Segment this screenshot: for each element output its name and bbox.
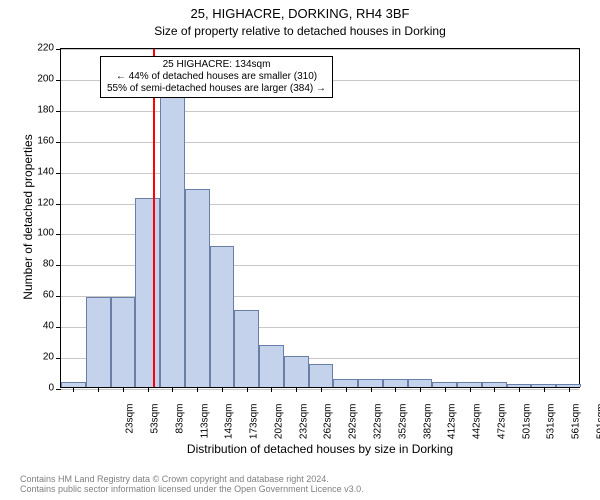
chart-container: 25, HIGHACRE, DORKING, RH4 3BF Size of p…: [0, 0, 600, 500]
y-tick-label: 160: [0, 135, 54, 146]
x-tick-mark: [123, 387, 124, 392]
histogram-bar: [210, 246, 235, 387]
plot-area: [60, 48, 580, 388]
x-tick-label: 591sqm: [595, 404, 600, 464]
y-tick-label: 20: [0, 352, 54, 363]
grid-line: [61, 173, 579, 174]
grid-line: [61, 142, 579, 143]
x-tick-mark: [321, 387, 322, 392]
x-tick-label: 561sqm: [571, 404, 582, 464]
x-tick-mark: [544, 387, 545, 392]
x-tick-mark: [197, 387, 198, 392]
y-tick-mark: [56, 49, 61, 50]
x-tick-label: 173sqm: [249, 404, 260, 464]
y-tick-label: 140: [0, 166, 54, 177]
x-tick-label: 113sqm: [199, 404, 210, 464]
y-tick-label: 80: [0, 259, 54, 270]
x-tick-label: 53sqm: [150, 404, 161, 464]
x-tick-label: 262sqm: [323, 404, 334, 464]
grid-line: [61, 389, 579, 390]
histogram-bar: [284, 356, 309, 387]
x-tick-mark: [445, 387, 446, 392]
x-tick-mark: [494, 387, 495, 392]
chart-title: 25, HIGHACRE, DORKING, RH4 3BF: [0, 6, 600, 21]
y-tick-mark: [56, 389, 61, 390]
annotation-line: ← 44% of detached houses are smaller (31…: [107, 71, 326, 83]
x-tick-mark: [172, 387, 173, 392]
y-tick-mark: [56, 265, 61, 266]
footer-line-2: Contains public sector information licen…: [20, 484, 364, 494]
x-tick-mark: [420, 387, 421, 392]
x-tick-mark: [98, 387, 99, 392]
x-tick-label: 412sqm: [447, 404, 458, 464]
y-tick-mark: [56, 358, 61, 359]
x-tick-mark: [346, 387, 347, 392]
footer-line-1: Contains HM Land Registry data © Crown c…: [20, 474, 364, 484]
histogram-bar: [408, 379, 433, 387]
x-tick-mark: [470, 387, 471, 392]
x-tick-label: 292sqm: [348, 404, 359, 464]
annotation-line: 55% of semi-detached houses are larger (…: [107, 83, 326, 95]
x-tick-label: 322sqm: [373, 404, 384, 464]
property-marker-line: [153, 49, 155, 387]
histogram-bar: [185, 189, 210, 387]
x-tick-mark: [519, 387, 520, 392]
y-tick-mark: [56, 173, 61, 174]
y-tick-label: 40: [0, 321, 54, 332]
histogram-bar: [358, 379, 383, 387]
x-tick-mark: [569, 387, 570, 392]
y-tick-label: 100: [0, 228, 54, 239]
x-tick-label: 501sqm: [521, 404, 532, 464]
y-tick-mark: [56, 80, 61, 81]
histogram-bar: [160, 96, 185, 387]
x-tick-label: 382sqm: [422, 404, 433, 464]
histogram-bar: [86, 297, 111, 387]
x-tick-label: 202sqm: [273, 404, 284, 464]
x-tick-mark: [296, 387, 297, 392]
grid-line: [61, 111, 579, 112]
y-tick-mark: [56, 296, 61, 297]
histogram-bar: [333, 379, 358, 387]
x-tick-label: 23sqm: [125, 404, 136, 464]
x-tick-mark: [271, 387, 272, 392]
x-tick-label: 83sqm: [174, 404, 185, 464]
histogram-bar: [309, 364, 334, 387]
y-tick-label: 60: [0, 290, 54, 301]
y-tick-mark: [56, 204, 61, 205]
histogram-bar: [234, 310, 259, 387]
x-tick-mark: [247, 387, 248, 392]
x-tick-label: 352sqm: [397, 404, 408, 464]
annotation-line: 25 HIGHACRE: 134sqm: [107, 59, 326, 71]
y-tick-mark: [56, 234, 61, 235]
y-tick-label: 120: [0, 197, 54, 208]
x-tick-label: 232sqm: [298, 404, 309, 464]
grid-line: [61, 49, 579, 50]
y-tick-label: 200: [0, 73, 54, 84]
x-tick-label: 442sqm: [472, 404, 483, 464]
y-tick-label: 0: [0, 383, 54, 394]
x-tick-mark: [148, 387, 149, 392]
x-tick-mark: [73, 387, 74, 392]
x-tick-label: 472sqm: [496, 404, 507, 464]
histogram-bar: [111, 297, 136, 387]
y-tick-mark: [56, 327, 61, 328]
histogram-bar: [259, 345, 284, 387]
y-tick-mark: [56, 111, 61, 112]
x-tick-mark: [371, 387, 372, 392]
x-tick-mark: [222, 387, 223, 392]
x-tick-label: 143sqm: [224, 404, 235, 464]
annotation-box: 25 HIGHACRE: 134sqm← 44% of detached hou…: [100, 56, 333, 98]
histogram-bar: [383, 379, 408, 387]
y-tick-label: 220: [0, 43, 54, 54]
histogram-bar: [135, 198, 160, 387]
y-axis-label: Number of detached properties: [21, 117, 35, 317]
y-tick-label: 180: [0, 104, 54, 115]
chart-subtitle: Size of property relative to detached ho…: [0, 24, 600, 38]
x-tick-mark: [395, 387, 396, 392]
y-tick-mark: [56, 142, 61, 143]
footer-attribution: Contains HM Land Registry data © Crown c…: [20, 474, 364, 494]
x-tick-label: 531sqm: [546, 404, 557, 464]
